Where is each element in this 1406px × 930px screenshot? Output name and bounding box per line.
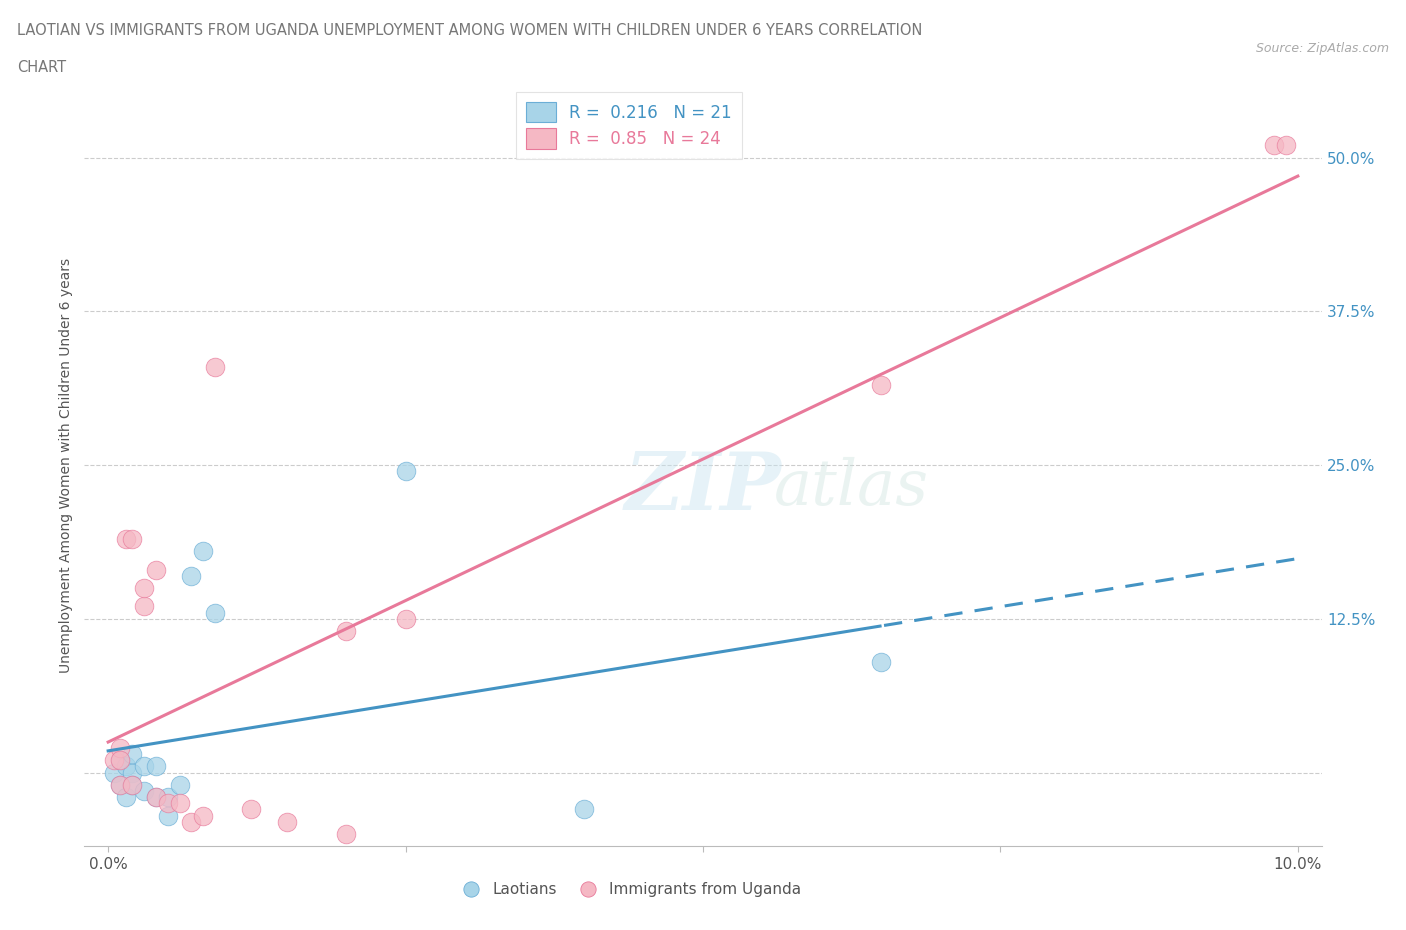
Point <box>121 777 143 792</box>
Point <box>193 544 215 559</box>
Point <box>121 777 143 792</box>
Point <box>204 359 226 374</box>
Point <box>108 752 131 767</box>
Text: ZIP: ZIP <box>624 449 782 526</box>
Point <box>132 599 155 614</box>
Point <box>115 790 138 804</box>
Text: Source: ZipAtlas.com: Source: ZipAtlas.com <box>1256 42 1389 55</box>
Point <box>108 777 131 792</box>
Point <box>572 802 595 817</box>
Point <box>121 531 143 546</box>
Point <box>1275 138 1298 153</box>
Point <box>145 790 167 804</box>
Point <box>239 802 262 817</box>
Point <box>103 752 125 767</box>
Point <box>145 759 167 774</box>
Point <box>108 740 131 755</box>
Text: CHART: CHART <box>17 60 66 75</box>
Point <box>103 765 125 780</box>
Point <box>1263 138 1285 153</box>
Point <box>115 759 138 774</box>
Point <box>145 562 167 577</box>
Point <box>132 759 155 774</box>
Point <box>169 796 191 811</box>
Point <box>335 624 357 639</box>
Point <box>156 790 179 804</box>
Point <box>204 605 226 620</box>
Point <box>121 747 143 762</box>
Legend: Laotians, Immigrants from Uganda: Laotians, Immigrants from Uganda <box>450 876 807 903</box>
Text: atlas: atlas <box>773 457 929 519</box>
Point <box>870 655 893 670</box>
Point <box>335 827 357 842</box>
Point <box>108 777 131 792</box>
Point <box>169 777 191 792</box>
Point <box>121 765 143 780</box>
Point <box>180 815 202 830</box>
Point <box>394 611 416 626</box>
Point <box>156 796 179 811</box>
Point <box>132 783 155 798</box>
Point <box>132 580 155 595</box>
Point <box>394 464 416 479</box>
Text: LAOTIAN VS IMMIGRANTS FROM UGANDA UNEMPLOYMENT AMONG WOMEN WITH CHILDREN UNDER 6: LAOTIAN VS IMMIGRANTS FROM UGANDA UNEMPL… <box>17 23 922 38</box>
Point <box>193 808 215 823</box>
Point <box>180 568 202 583</box>
Point <box>276 815 298 830</box>
Point <box>115 531 138 546</box>
Point <box>108 752 131 767</box>
Point <box>156 808 179 823</box>
Y-axis label: Unemployment Among Women with Children Under 6 years: Unemployment Among Women with Children U… <box>59 258 73 672</box>
Point <box>145 790 167 804</box>
Point <box>870 378 893 392</box>
